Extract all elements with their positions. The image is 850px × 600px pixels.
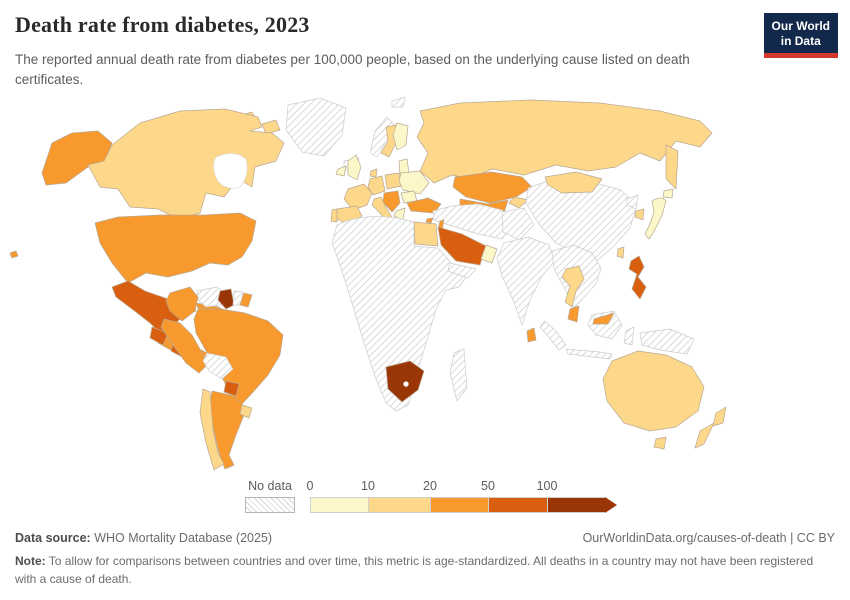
region-south-korea[interactable] bbox=[634, 208, 645, 221]
legend-tick-20: 20 bbox=[423, 479, 437, 493]
legend-arrow bbox=[605, 497, 617, 513]
legend-tick-10: 10 bbox=[361, 479, 375, 493]
region-japan[interactable] bbox=[644, 188, 674, 240]
region-malaysia-peninsula[interactable] bbox=[567, 305, 580, 323]
legend-bin-0-10[interactable] bbox=[310, 497, 368, 513]
region-ireland[interactable] bbox=[335, 165, 347, 177]
license-link[interactable]: OurWorldinData.org/causes-of-death | CC … bbox=[582, 531, 835, 545]
region-malaysia-borneo[interactable] bbox=[592, 312, 615, 325]
region-new-zealand[interactable] bbox=[694, 406, 727, 449]
region-egypt[interactable] bbox=[413, 221, 439, 247]
region-sumatra[interactable] bbox=[539, 320, 567, 351]
legend-bin-100-plus[interactable] bbox=[547, 497, 605, 513]
region-canada[interactable] bbox=[87, 108, 285, 220]
legend-bin-10-20[interactable] bbox=[368, 497, 430, 513]
region-uruguay[interactable] bbox=[239, 404, 253, 419]
region-chile[interactable] bbox=[199, 388, 225, 471]
note-value: To allow for comparisons between countri… bbox=[15, 554, 814, 586]
region-thailand[interactable] bbox=[561, 265, 585, 308]
region-usa[interactable] bbox=[94, 212, 257, 284]
footer-source-row: Data source: WHO Mortality Database (202… bbox=[15, 531, 835, 545]
region-guyana[interactable] bbox=[217, 288, 235, 310]
legend-bin-50-100[interactable] bbox=[488, 497, 547, 513]
region-kazakhstan[interactable] bbox=[452, 171, 533, 204]
region-balkans[interactable] bbox=[382, 190, 401, 213]
legend-tick-0: 0 bbox=[306, 479, 314, 493]
region-venezuela[interactable] bbox=[196, 286, 227, 308]
region-oman-uae[interactable] bbox=[480, 244, 498, 264]
region-kyrgyzstan[interactable] bbox=[508, 196, 529, 209]
region-turkey[interactable] bbox=[406, 197, 442, 214]
region-france[interactable] bbox=[343, 183, 373, 211]
region-russia[interactable] bbox=[416, 99, 713, 190]
region-australia[interactable] bbox=[602, 350, 705, 450]
region-borneo[interactable] bbox=[587, 310, 623, 340]
region-taiwan[interactable] bbox=[616, 246, 625, 259]
region-india[interactable] bbox=[496, 236, 556, 326]
note-label: Note: bbox=[15, 554, 46, 568]
region-mongolia[interactable] bbox=[544, 171, 603, 194]
data-source-label: Data source: bbox=[15, 531, 91, 545]
region-philippines[interactable] bbox=[628, 255, 647, 300]
owid-logo-line2: in Data bbox=[780, 33, 821, 48]
region-baltics[interactable] bbox=[398, 158, 410, 175]
region-north-korea[interactable] bbox=[626, 194, 639, 210]
region-germany[interactable] bbox=[367, 175, 386, 196]
region-sulawesi[interactable] bbox=[623, 326, 635, 346]
region-denmark[interactable] bbox=[369, 168, 378, 178]
legend-color-bar bbox=[310, 497, 617, 513]
lesotho bbox=[403, 381, 409, 387]
region-svalbard[interactable] bbox=[391, 96, 406, 108]
region-yemen[interactable] bbox=[447, 262, 477, 279]
page-title: Death rate from diabetes, 2023 bbox=[15, 12, 310, 37]
region-sri-lanka[interactable] bbox=[526, 327, 537, 343]
region-greenland[interactable] bbox=[285, 97, 347, 157]
region-poland[interactable] bbox=[384, 172, 402, 190]
no-data-swatch[interactable] bbox=[245, 497, 295, 513]
region-paraguay[interactable] bbox=[223, 380, 240, 397]
region-afghanistan-pakistan[interactable] bbox=[501, 207, 535, 241]
no-data-label: No data bbox=[248, 479, 292, 493]
region-new-guinea[interactable] bbox=[639, 328, 695, 355]
owid-logo-line1: Our World bbox=[771, 19, 830, 33]
owid-logo[interactable]: Our World in Data bbox=[763, 13, 838, 59]
legend-tick-50: 50 bbox=[481, 479, 495, 493]
region-cyprus[interactable] bbox=[425, 217, 434, 224]
region-french-guiana[interactable] bbox=[239, 292, 253, 308]
legend-tick-100: 100 bbox=[536, 479, 558, 493]
hudson-bay bbox=[213, 153, 248, 189]
region-java[interactable] bbox=[565, 348, 613, 360]
region-saudi[interactable] bbox=[437, 226, 487, 266]
region-guatemala[interactable] bbox=[149, 326, 169, 346]
data-source: Data source: WHO Mortality Database (202… bbox=[15, 531, 272, 545]
region-colombia[interactable] bbox=[165, 286, 199, 322]
footer-note: Note: To allow for comparisons between c… bbox=[15, 552, 830, 588]
region-brazil[interactable] bbox=[193, 308, 284, 406]
data-source-value: WHO Mortality Database (2025) bbox=[90, 531, 273, 545]
region-hawaii[interactable] bbox=[9, 250, 19, 259]
region-uk[interactable] bbox=[347, 154, 362, 181]
region-madagascar[interactable] bbox=[449, 348, 468, 402]
chart-subtitle: The reported annual death rate from diab… bbox=[15, 52, 690, 87]
world-map[interactable] bbox=[0, 93, 850, 473]
legend-bin-20-50[interactable] bbox=[430, 497, 488, 513]
region-portugal[interactable] bbox=[330, 208, 338, 223]
region-peru[interactable] bbox=[160, 318, 208, 374]
region-bolivia[interactable] bbox=[202, 352, 234, 380]
region-finland[interactable] bbox=[392, 122, 409, 151]
